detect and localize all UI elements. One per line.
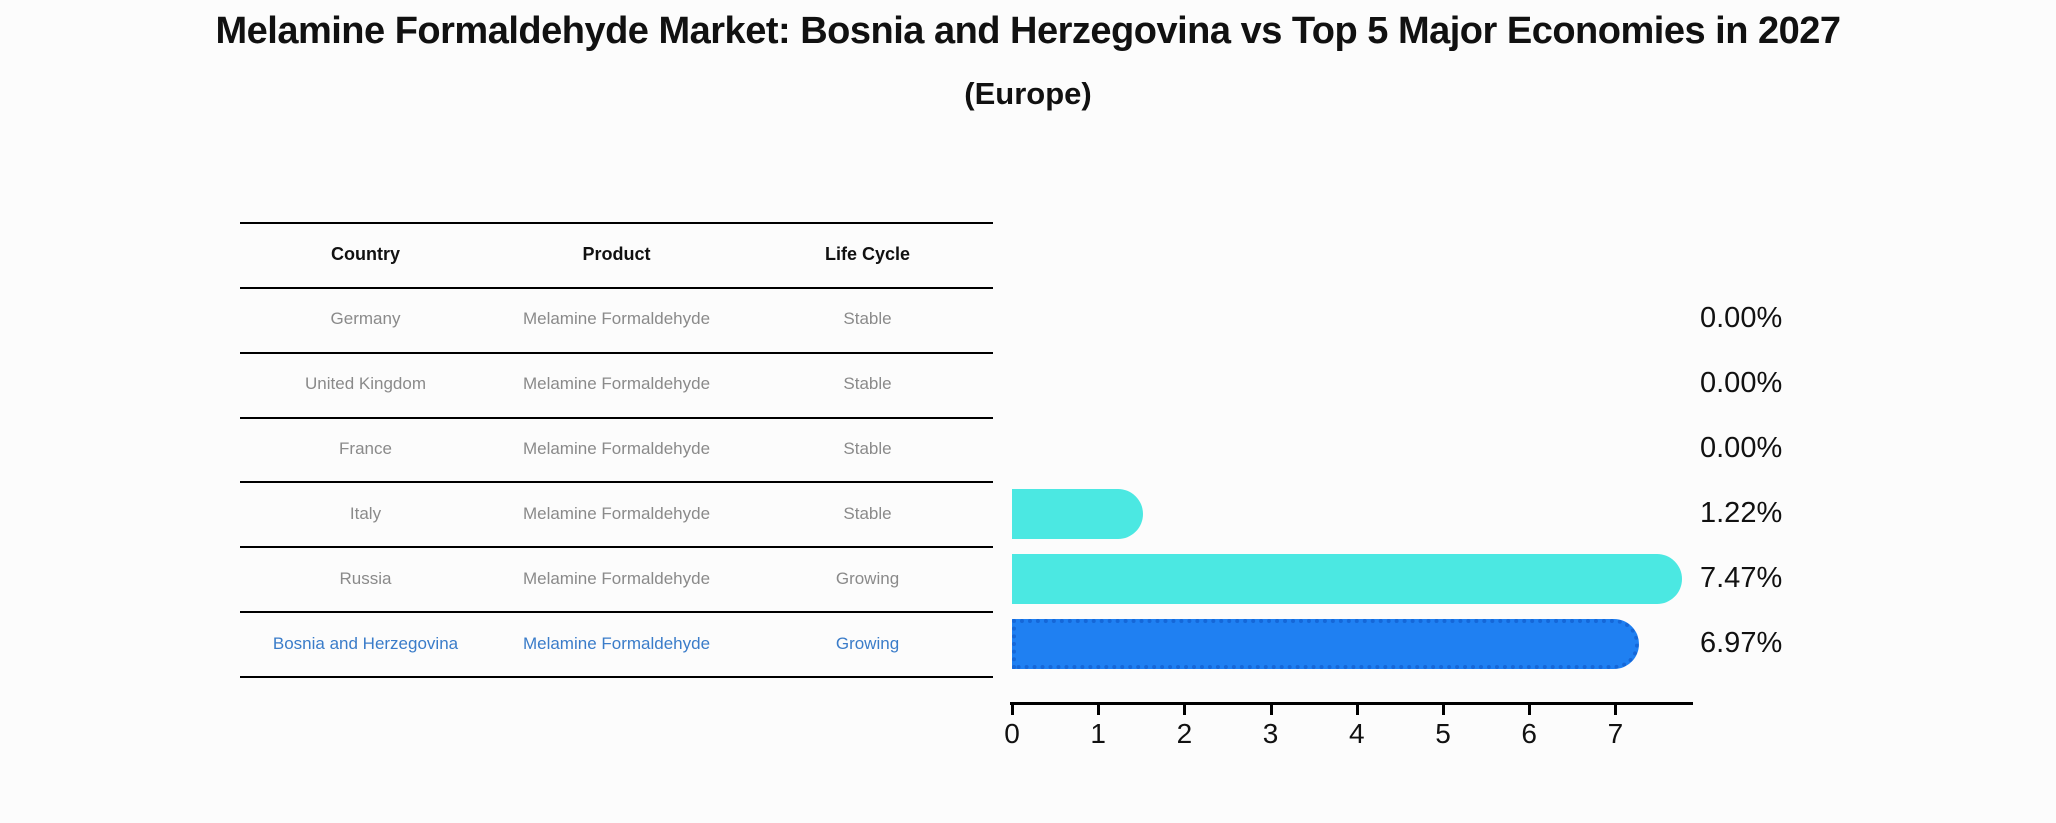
table-header-row: Country Product Life Cycle <box>240 222 993 287</box>
chart-title: Melamine Formaldehyde Market: Bosnia and… <box>215 10 1841 52</box>
bar-value-label: 6.97% <box>1700 626 1783 659</box>
table-rule <box>240 416 993 419</box>
bar-bosnia-and-herzegovina <box>1012 618 1639 669</box>
cell-life-cycle: Stable <box>843 503 892 523</box>
x-axis-tick <box>1528 702 1532 715</box>
table-rule <box>240 222 993 224</box>
x-axis-tick <box>1355 702 1359 715</box>
cell-life-cycle: Stable <box>843 309 892 329</box>
x-axis-tick-label: 6 <box>1521 718 1537 749</box>
bar-value-label: 0.00% <box>1700 366 1783 399</box>
x-axis-tick <box>1097 702 1101 715</box>
x-axis-tick-label: 2 <box>1176 718 1193 749</box>
table-row: Russia Melamine Formaldehyde Growing <box>240 546 993 611</box>
table-rule <box>240 286 993 289</box>
cell-product: Melamine Formaldehyde <box>522 503 711 523</box>
table-rule <box>240 351 993 354</box>
cell-product: Melamine Formaldehyde <box>522 439 711 458</box>
x-axis-tick <box>1269 702 1273 715</box>
bar-value-label: 1.22% <box>1700 496 1783 529</box>
x-axis-tick-label: 7 <box>1607 718 1624 749</box>
table-rule <box>240 546 993 549</box>
x-axis-tick-label: 3 <box>1262 718 1279 749</box>
x-axis-line <box>1010 702 1693 705</box>
cell-product: Melamine Formaldehyde <box>522 374 711 394</box>
x-axis-tick-label: 1 <box>1090 718 1106 749</box>
table-row: United Kingdom Melamine Formaldehyde Stabl… <box>240 352 993 417</box>
x-axis-tick-label: 5 <box>1435 718 1451 749</box>
x-axis-tick <box>1442 702 1445 715</box>
col-header-country: Country <box>331 243 400 264</box>
cell-country: United Kingdom <box>305 374 426 394</box>
cell-product: Melamine Formaldehyde <box>522 633 711 653</box>
table-row: France Melamine Formaldehyde Stable <box>240 417 993 482</box>
bar-russia <box>1012 553 1682 604</box>
cell-country: Germany <box>330 309 401 329</box>
bar-italy <box>1012 488 1144 539</box>
cell-country: Bosnia and Herzegovina <box>272 633 459 653</box>
bar-value-label: 0.00% <box>1700 302 1783 335</box>
cell-country: France <box>339 439 392 458</box>
bar-value-label: 7.47% <box>1700 561 1783 594</box>
cell-life-cycle: Growing <box>835 568 900 588</box>
x-axis-tick <box>1183 702 1187 715</box>
col-header-product: Product <box>582 243 651 264</box>
table-row: Bosnia and Herzegovina Melamine Formaldeh… <box>240 611 993 676</box>
cell-life-cycle: Stable <box>843 374 892 394</box>
table-row: Germany Melamine Formaldehyde Stable <box>240 287 993 352</box>
bar-value-label: 0.00% <box>1700 431 1783 464</box>
chart-subtitle: (Europe) <box>964 76 1092 111</box>
x-axis-tick <box>1011 702 1014 715</box>
table-rule <box>240 611 993 614</box>
cell-country: Russia <box>339 568 392 588</box>
table-row: Italy Melamine Formaldehyde Stable <box>240 481 993 546</box>
cell-country: Italy <box>349 503 382 523</box>
table-rule <box>240 481 993 484</box>
cell-product: Melamine Formaldehyde <box>522 309 711 329</box>
x-axis-tick-label: 4 <box>1349 718 1365 749</box>
table-rule <box>240 676 993 679</box>
col-header-life-cycle: Life Cycle <box>824 243 911 264</box>
x-axis-tick <box>1614 702 1618 715</box>
cell-life-cycle: Growing <box>835 633 900 653</box>
cell-life-cycle: Stable <box>843 439 892 458</box>
cell-product: Melamine Formaldehyde <box>522 568 711 588</box>
x-axis-tick-label: 0 <box>1004 718 1020 749</box>
